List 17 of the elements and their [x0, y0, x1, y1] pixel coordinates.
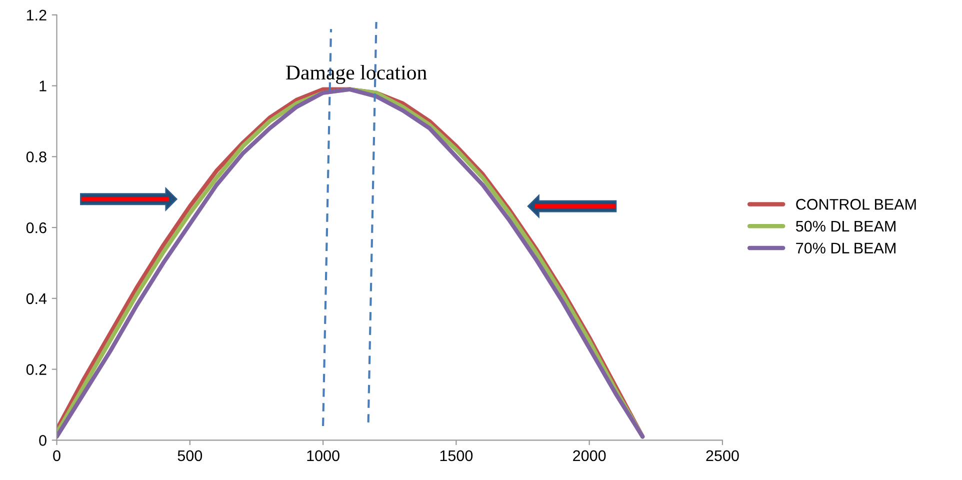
y-tick-label: 0.2	[26, 364, 46, 375]
legend-label: 70% DL BEAM	[796, 242, 896, 254]
y-tick-label: 0	[39, 435, 46, 446]
legend-label: 50% DL BEAM	[796, 220, 896, 232]
x-tick-label: 1000	[307, 450, 340, 462]
y-tick-label: 0.4	[26, 293, 47, 304]
x-tick-label: 1500	[440, 450, 473, 462]
y-tick-label: 1	[40, 80, 46, 92]
annotation: Damage location	[286, 64, 427, 84]
legend-label: CONTROL BEAM	[796, 198, 916, 210]
x-tick-label: 0	[53, 450, 60, 462]
y-tick-label: 0.8	[26, 152, 46, 162]
y-tick-label: 1.2	[26, 10, 46, 20]
x-tick-label: 2000	[573, 450, 606, 462]
x-tick-label: 500	[178, 450, 202, 462]
x-tick-label: 2500	[706, 450, 739, 462]
y-tick-label: 0.6	[26, 222, 46, 234]
